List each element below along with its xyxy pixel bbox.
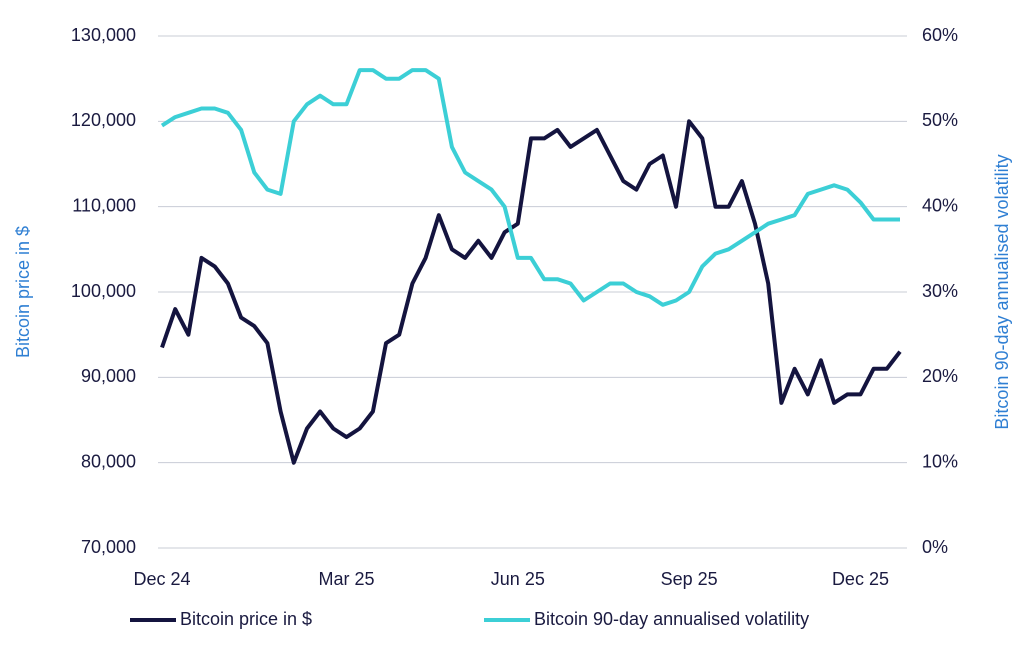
y-tick-label: 90,000 xyxy=(81,366,136,386)
y-tick-label: 120,000 xyxy=(71,110,136,130)
y-tick-label: 70,000 xyxy=(81,537,136,557)
y2-tick-label: 40% xyxy=(922,195,958,215)
y2-tick-label: 60% xyxy=(922,25,958,45)
y2-tick-label: 20% xyxy=(922,366,958,386)
x-tick-label: Dec 25 xyxy=(832,569,889,589)
y2-tick-label: 50% xyxy=(922,110,958,130)
y-axis-title: Bitcoin price in $ xyxy=(13,226,33,358)
x-tick-label: Mar 25 xyxy=(318,569,374,589)
series-line xyxy=(160,68,900,307)
y2-tick-label: 10% xyxy=(922,451,958,471)
series-line xyxy=(160,119,902,465)
y2-tick-label: 30% xyxy=(922,281,958,301)
y-tick-label: 130,000 xyxy=(71,25,136,45)
y-tick-label: 110,000 xyxy=(72,195,136,215)
x-tick-label: Dec 24 xyxy=(133,569,190,589)
y-tick-label: 100,000 xyxy=(71,281,136,301)
y2-axis-title: Bitcoin 90-day annualised volatility xyxy=(992,154,1012,429)
y-tick-label: 80,000 xyxy=(81,451,136,471)
x-tick-label: Jun 25 xyxy=(491,569,545,589)
legend-label: Bitcoin price in $ xyxy=(180,609,312,629)
x-tick-label: Sep 25 xyxy=(661,569,718,589)
y2-tick-label: 0% xyxy=(922,537,948,557)
legend-label: Bitcoin 90-day annualised volatility xyxy=(534,609,809,629)
